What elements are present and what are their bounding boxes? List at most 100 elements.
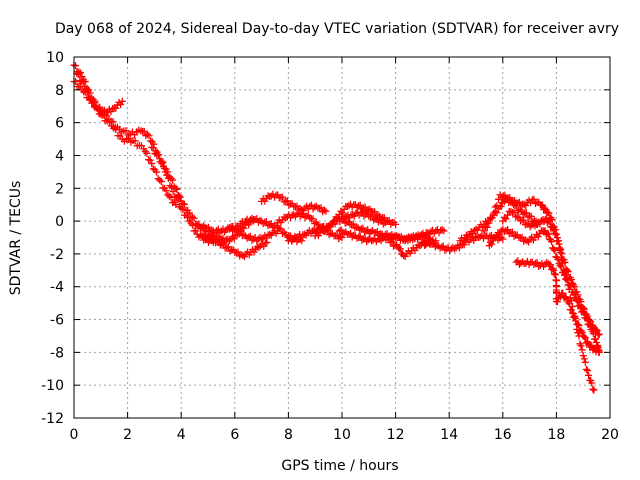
data-point xyxy=(145,132,153,140)
data-point xyxy=(230,226,238,234)
data-point xyxy=(491,203,499,211)
data-point xyxy=(348,233,356,241)
data-point xyxy=(198,223,206,231)
data-point xyxy=(510,208,518,216)
data-point xyxy=(180,200,188,208)
data-point xyxy=(451,245,459,253)
data-point xyxy=(455,244,463,252)
data-point xyxy=(325,231,333,239)
satellite-track-6 xyxy=(199,231,271,261)
data-point xyxy=(389,242,397,250)
data-point xyxy=(203,224,211,232)
data-point xyxy=(583,315,591,323)
data-point xyxy=(300,230,308,238)
data-point xyxy=(74,70,82,78)
data-point xyxy=(326,222,334,230)
data-point xyxy=(279,193,287,201)
data-point xyxy=(462,231,470,239)
data-point xyxy=(382,218,390,226)
data-point xyxy=(374,211,382,219)
data-point xyxy=(516,234,524,242)
data-point xyxy=(349,211,357,219)
data-point xyxy=(396,245,404,253)
data-point xyxy=(143,149,151,157)
data-point xyxy=(143,130,151,138)
data-point xyxy=(159,158,167,166)
data-point xyxy=(574,320,582,328)
data-point xyxy=(531,200,539,208)
data-point xyxy=(72,62,80,70)
data-point xyxy=(522,202,530,210)
data-point xyxy=(79,78,87,86)
data-point xyxy=(510,232,518,240)
data-point xyxy=(312,219,320,227)
data-point xyxy=(490,209,498,217)
data-point xyxy=(335,227,343,235)
data-point xyxy=(96,103,104,111)
data-point xyxy=(554,237,562,245)
data-point xyxy=(551,229,559,237)
data-point xyxy=(497,203,505,211)
data-point xyxy=(219,225,227,233)
chart-title: Day 068 of 2024, Sidereal Day-to-day VTE… xyxy=(55,21,619,37)
data-point xyxy=(423,239,431,247)
data-point xyxy=(567,306,575,314)
data-point xyxy=(161,164,169,172)
data-point xyxy=(485,219,493,227)
data-point xyxy=(523,257,531,265)
data-point xyxy=(118,97,126,105)
data-point xyxy=(154,151,162,159)
data-point xyxy=(357,225,365,233)
y-tick-label: 10 xyxy=(46,50,64,66)
data-point xyxy=(590,386,598,394)
data-point xyxy=(240,231,248,239)
data-point xyxy=(367,228,375,236)
data-point xyxy=(520,216,528,224)
data-point xyxy=(177,204,185,212)
y-tick-label: -4 xyxy=(50,280,64,296)
data-point xyxy=(480,227,488,235)
data-point xyxy=(488,214,496,222)
y-tick-label: -10 xyxy=(41,378,64,394)
data-point xyxy=(543,229,551,237)
data-point xyxy=(531,222,539,230)
x-tick-label: 8 xyxy=(284,427,293,443)
data-point xyxy=(519,210,527,218)
y-tick-label: 0 xyxy=(55,214,64,230)
data-point xyxy=(502,215,510,223)
data-point xyxy=(173,185,181,193)
data-point xyxy=(220,240,228,248)
data-point xyxy=(165,173,173,181)
data-point xyxy=(523,237,531,245)
data-point xyxy=(269,190,277,198)
data-point xyxy=(318,226,326,234)
data-point xyxy=(352,223,360,231)
data-point xyxy=(339,209,347,217)
data-point xyxy=(377,215,385,223)
satellite-track-19 xyxy=(499,207,598,394)
data-point xyxy=(359,204,367,212)
data-point xyxy=(585,371,593,379)
data-point xyxy=(232,231,240,239)
data-point xyxy=(149,165,157,173)
data-point xyxy=(572,295,580,303)
data-point xyxy=(580,309,588,317)
data-point xyxy=(148,160,156,168)
data-point xyxy=(283,197,291,205)
data-point xyxy=(560,266,568,274)
data-point xyxy=(514,206,522,214)
y-tick-label: -2 xyxy=(50,247,64,263)
data-point xyxy=(575,321,583,329)
data-point xyxy=(580,355,588,363)
data-point xyxy=(306,214,314,222)
y-tick-label: 6 xyxy=(55,116,64,132)
data-point xyxy=(388,238,396,246)
data-point xyxy=(391,232,399,240)
data-point xyxy=(153,168,161,176)
data-point xyxy=(338,215,346,223)
data-point xyxy=(102,109,110,117)
data-point xyxy=(527,212,535,220)
data-point xyxy=(149,144,157,152)
data-point xyxy=(232,249,240,257)
data-point xyxy=(589,330,597,338)
